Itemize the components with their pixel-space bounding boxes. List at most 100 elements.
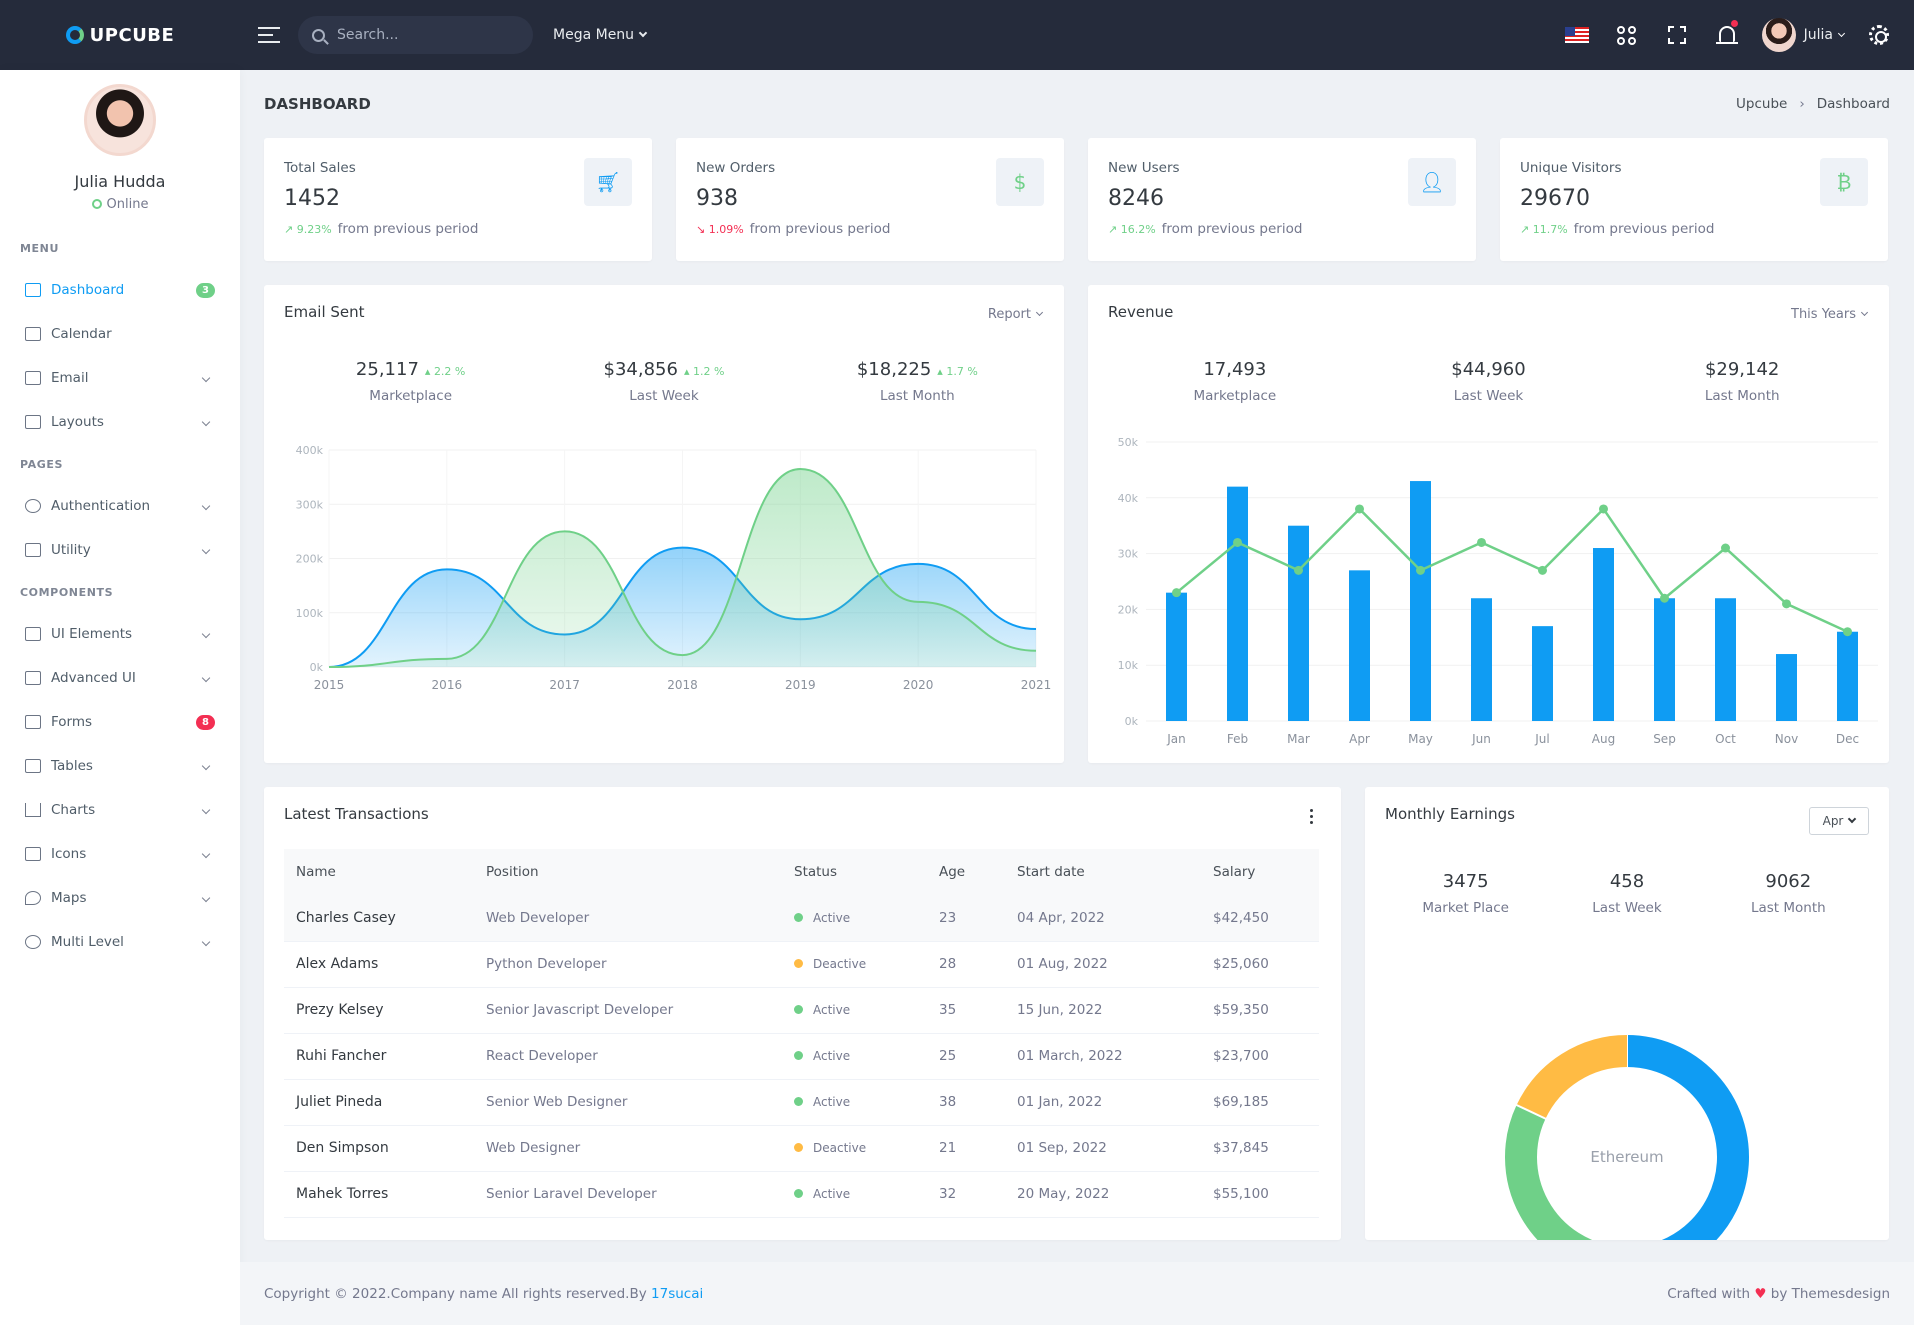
month-select[interactable]: Apr — [1809, 807, 1869, 835]
sidebar-item-maps[interactable]: Maps — [0, 876, 240, 920]
cell-status: Active — [782, 895, 927, 942]
x-tick-label: 2018 — [667, 678, 698, 692]
bell-icon — [1715, 26, 1738, 44]
trend-down-icon: ↘ 1.09% — [696, 223, 744, 236]
sidebar-item-utility[interactable]: Utility — [0, 528, 240, 572]
cell-status: Deactive — [782, 941, 927, 988]
sidebar-item-multi-level[interactable]: Multi Level — [0, 920, 240, 964]
donut-slice — [1516, 1035, 1628, 1120]
table-row[interactable]: Juliet Pineda Senior Web Designer Active 38… — [284, 1079, 1319, 1126]
user-icon: 👤︎ — [1408, 158, 1456, 206]
cell-salary: $37,845 — [1201, 1125, 1319, 1172]
sidebar: Julia Hudda Online MENU Dashboard 3 Calen… — [0, 70, 240, 1325]
layouts-icon — [25, 415, 41, 429]
y-tick-label: 300k — [296, 498, 324, 511]
crown-icon — [25, 671, 41, 685]
brand-logo[interactable]: UPCUBE — [0, 0, 240, 70]
chevron-down-icon — [1837, 29, 1846, 37]
summary-pct-text: 1.2 % — [693, 365, 725, 378]
y-tick-label: 100k — [296, 607, 324, 620]
email-sent-card: Email Sent Report 25,117 ▴ 2.2 % Marketpla… — [264, 285, 1064, 763]
search-input[interactable] — [337, 27, 507, 43]
more-options-icon[interactable] — [1310, 809, 1313, 824]
card-title: Monthly Earnings — [1385, 805, 1515, 823]
x-tick-label: Apr — [1349, 732, 1370, 746]
transactions-card: Latest Transactions Name Position Status… — [264, 787, 1341, 1240]
sidebar-item-ui-elements[interactable]: UI Elements — [0, 612, 240, 656]
email-icon — [25, 371, 41, 385]
cell-salary: $59,350 — [1201, 987, 1319, 1034]
x-tick-label: May — [1408, 732, 1433, 746]
line-point — [1477, 537, 1486, 547]
heart-icon: ♥ — [1754, 1285, 1767, 1302]
gear-icon — [1869, 25, 1889, 45]
summary-label: Last Week — [1453, 388, 1524, 404]
stat-label: Unique Visitors — [1520, 160, 1622, 176]
sidebar-item-advanced-ui[interactable]: Advanced UI — [0, 656, 240, 700]
report-dropdown[interactable]: Report — [988, 307, 1044, 322]
cell-status: Active — [782, 1079, 927, 1126]
cell-name: Alex Adams — [284, 941, 474, 988]
trend-up-icon: ↗ 9.23% — [284, 223, 332, 236]
chevron-down-icon — [638, 28, 648, 38]
table-row[interactable]: Prezy Kelsey Senior Javascript Developer A… — [284, 987, 1319, 1034]
cell-name: Mahek Torres — [284, 1171, 474, 1218]
summary-value-text: 25,117 — [355, 359, 419, 380]
summary-value-text: $18,225 — [856, 359, 932, 380]
year-dropdown[interactable]: This Years — [1791, 307, 1869, 322]
cell-name: Juliet Pineda — [284, 1079, 474, 1126]
settings-button[interactable] — [1854, 0, 1904, 70]
status-text: Deactive — [813, 957, 867, 971]
us-flag-icon — [1564, 27, 1589, 43]
breadcrumb-home[interactable]: Upcube — [1736, 96, 1788, 112]
apps-button[interactable] — [1602, 0, 1652, 70]
summary-label: Market Place — [1422, 900, 1509, 916]
table-row[interactable]: Alex Adams Python Developer Deactive 28 01 A… — [284, 941, 1319, 988]
y-tick-label: 0k — [310, 661, 324, 674]
cell-start-date: 04 Apr, 2022 — [1005, 895, 1201, 942]
table-row[interactable]: Charles Casey Web Developer Active 23 04 Apr… — [284, 895, 1319, 942]
sidebar-item-dashboard[interactable]: Dashboard 3 — [0, 268, 240, 312]
col-name: Name — [284, 849, 474, 895]
status-dot-icon — [794, 1051, 803, 1060]
cell-start-date: 01 Aug, 2022 — [1005, 941, 1201, 988]
language-flag-button[interactable] — [1552, 0, 1602, 70]
sidebar-item-email[interactable]: Email — [0, 356, 240, 400]
sidebar-item-forms[interactable]: Forms 8 — [0, 700, 240, 744]
menu-toggle-icon[interactable] — [258, 27, 280, 43]
sidebar-item-tables[interactable]: Tables — [0, 744, 240, 788]
fullscreen-button[interactable] — [1652, 0, 1702, 70]
sidebar-item-charts[interactable]: Charts — [0, 788, 240, 832]
x-tick-label: Jul — [1534, 732, 1549, 746]
table-row[interactable]: Den Simpson Web Designer Deactive 21 01 Sep,… — [284, 1125, 1319, 1172]
user-menu[interactable]: Julia — [1752, 18, 1854, 52]
notifications-button[interactable] — [1702, 0, 1752, 70]
stat-value: 1452 — [284, 186, 340, 211]
sidebar-item-icons[interactable]: Icons — [0, 832, 240, 876]
mega-menu-dropdown[interactable]: Mega Menu — [553, 27, 648, 43]
cell-position: Web Designer — [474, 1125, 782, 1172]
table-row[interactable]: Mahek Torres Senior Laravel Developer Acti… — [284, 1171, 1319, 1218]
summary-label: Last Month — [879, 388, 955, 404]
cell-position: Python Developer — [474, 941, 782, 988]
sidebar-item-authentication[interactable]: Authentication — [0, 484, 240, 528]
chevron-down-icon — [201, 373, 211, 383]
sidebar-item-calendar[interactable]: Calendar — [0, 312, 240, 356]
breadcrumb-current: Dashboard — [1816, 96, 1890, 112]
fullscreen-icon — [1667, 26, 1686, 44]
card-title: Latest Transactions — [284, 805, 429, 823]
stat-change: ↗ 9.23% from previous period — [284, 221, 632, 237]
footer-link[interactable]: 17sucai — [651, 1285, 704, 1302]
dollar-icon: $ — [996, 158, 1044, 206]
line-point — [1782, 599, 1791, 609]
x-tick-label: 2021 — [1021, 678, 1052, 692]
summary-label: Marketplace — [1193, 388, 1277, 404]
sidebar-item-layouts[interactable]: Layouts — [0, 400, 240, 444]
share-icon — [25, 935, 41, 949]
summary-pct-text: 2.2 % — [433, 365, 466, 378]
line-point — [1599, 504, 1608, 514]
table-row[interactable]: Ruhi Fancher React Developer Active 25 01 Ma… — [284, 1033, 1319, 1080]
page-title: DASHBOARD — [264, 95, 371, 113]
y-tick-label: 30k — [1118, 548, 1139, 561]
cell-age: 38 — [927, 1079, 1005, 1126]
